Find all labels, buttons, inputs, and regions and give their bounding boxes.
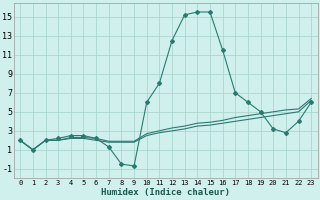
X-axis label: Humidex (Indice chaleur): Humidex (Indice chaleur) (101, 188, 230, 197)
